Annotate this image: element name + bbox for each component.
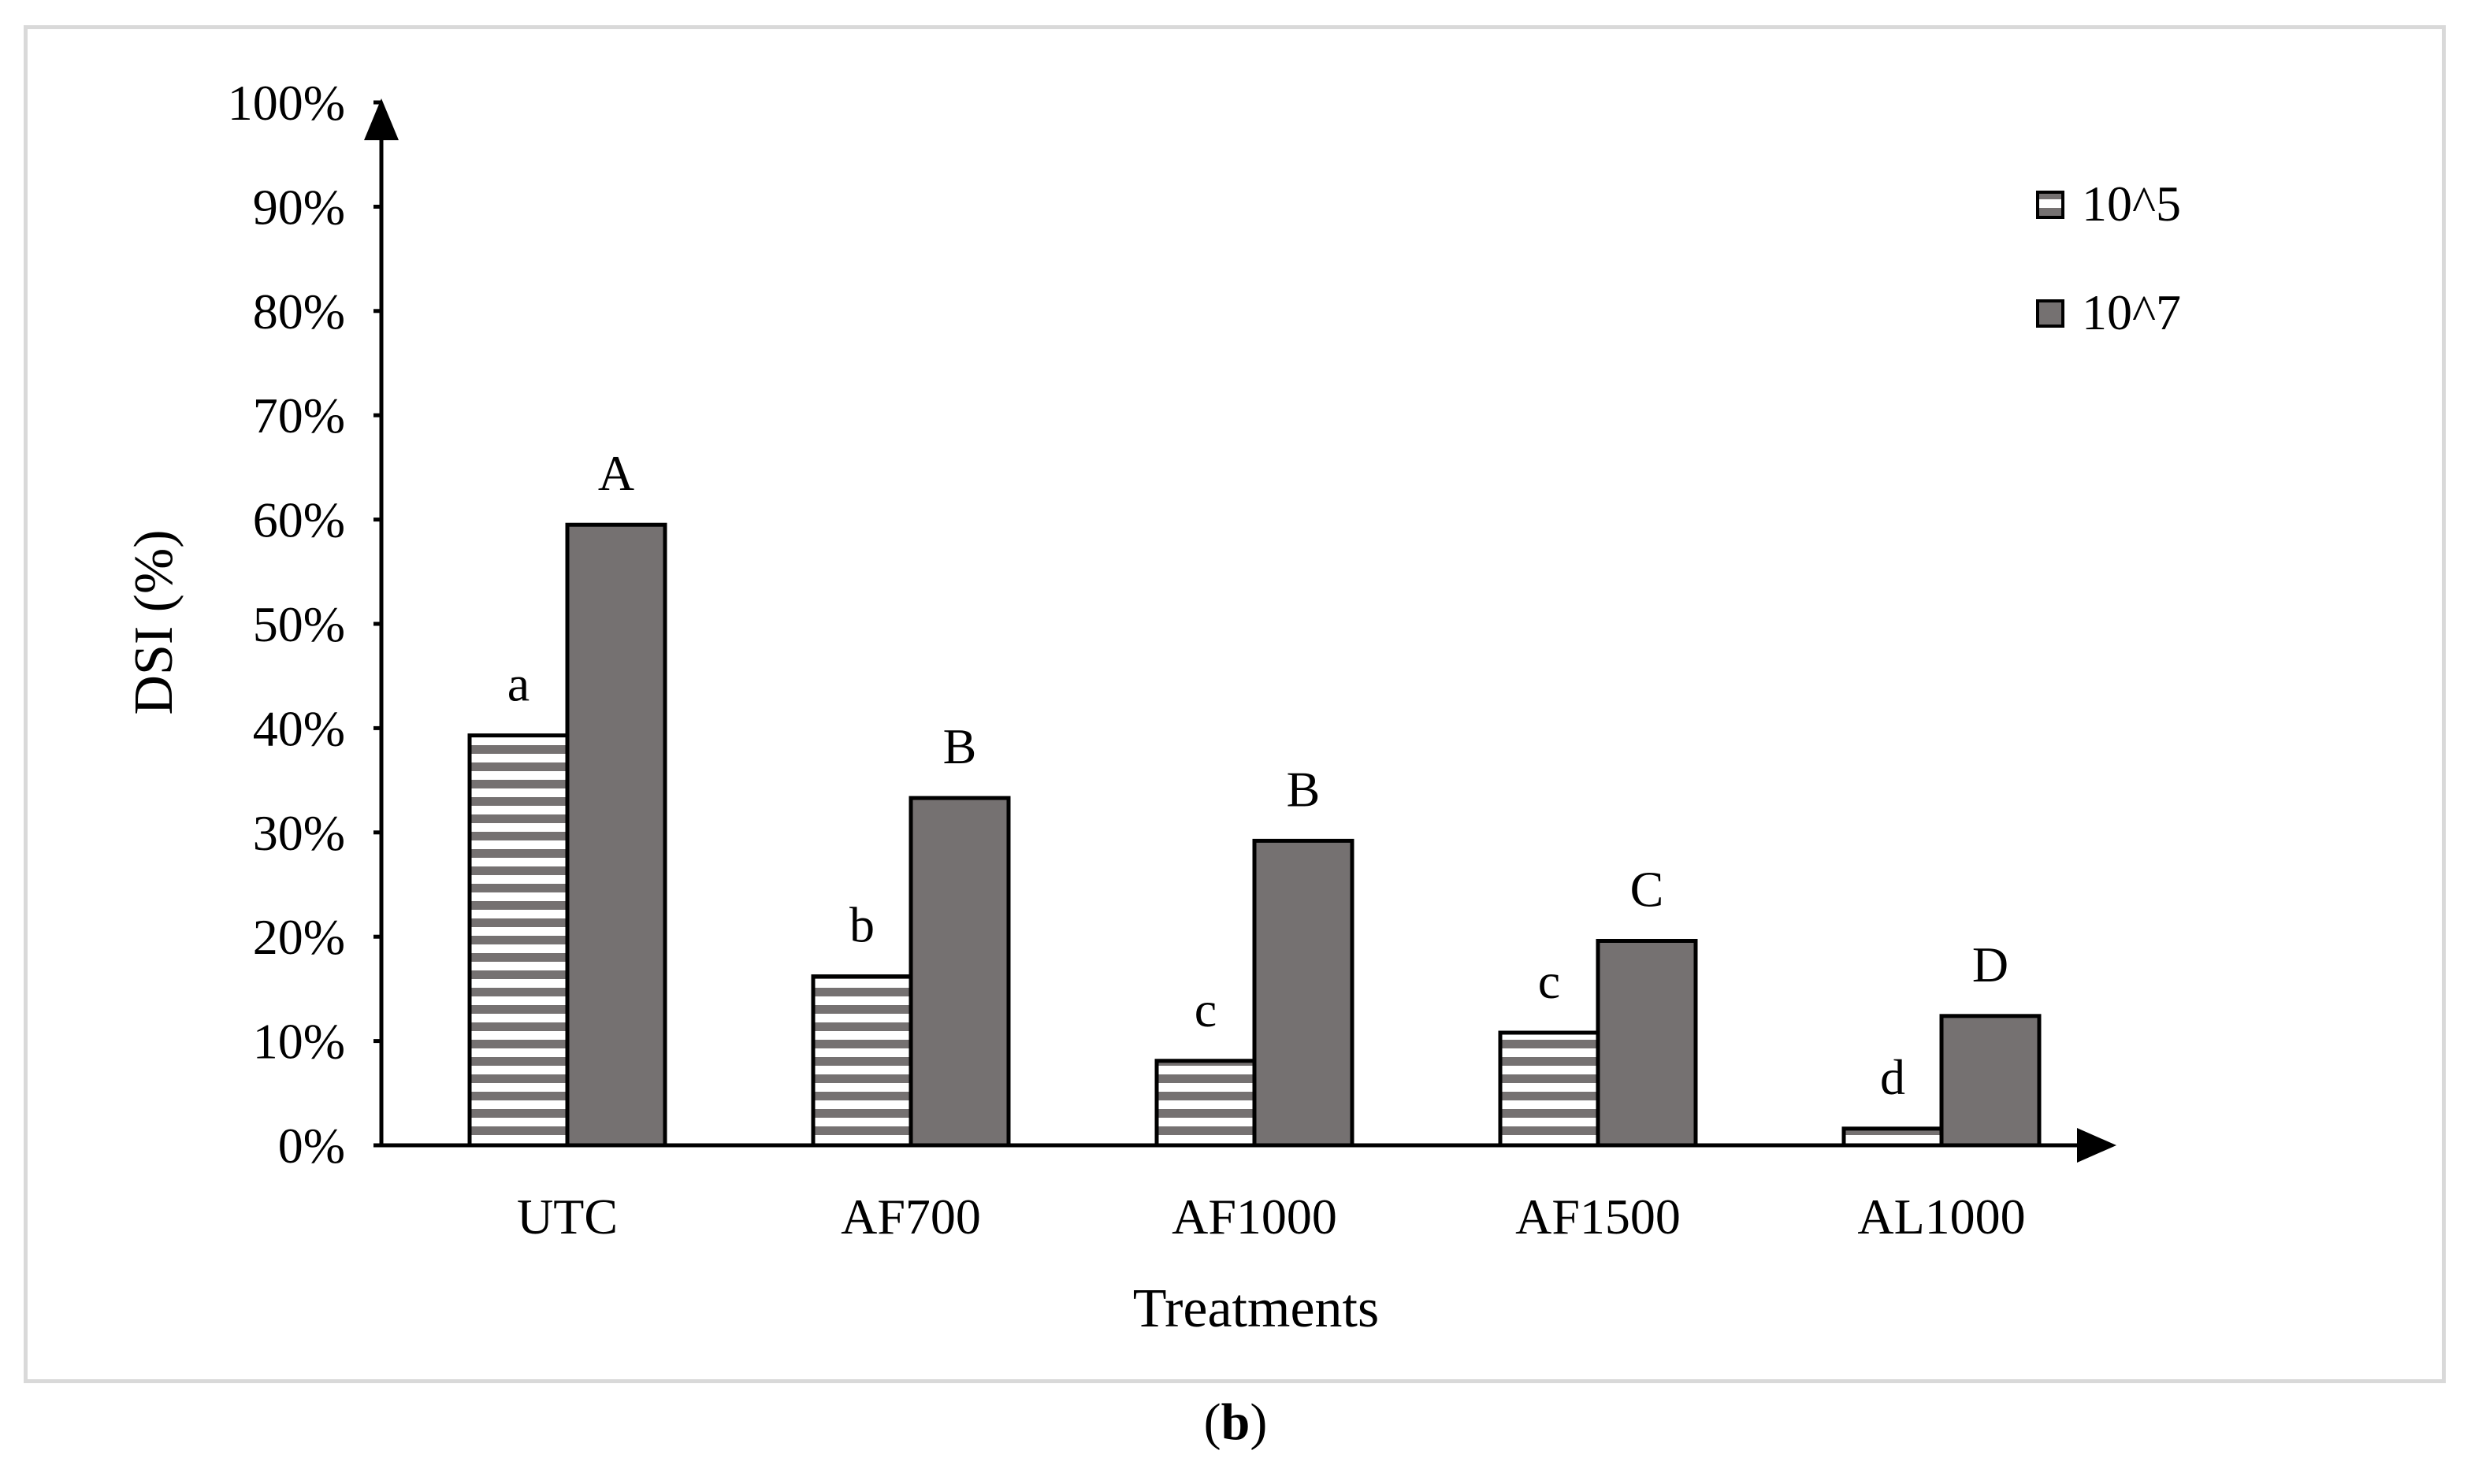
significance-letter: a [507,656,530,712]
figure-caption: (b) [0,1393,2471,1452]
y-tick-label: 10% [253,1014,345,1070]
bar-af1500-10-5 [1498,1030,1600,1148]
bar-al1000-10-7 [1939,1014,2042,1148]
bar-chart: 0% 10% 20% 30% 40% 50% 60% 70% 80% 90% 100% a Ab Bc B… [124,75,2181,1339]
y-tick-label: 100% [228,75,345,131]
significance-letter: C [1630,861,1664,917]
x-axis-title: Treatments [1133,1278,1379,1339]
x-tick-label-utc: UTC [517,1189,618,1245]
bar-af1000-10-5 [1154,1059,1257,1148]
y-axis-title: DSI (%) [124,529,184,714]
y-tick-label: 30% [253,805,345,861]
y-ticks: 0% 10% 20% 30% 40% 50% 60% 70% 80% 90% 100% [228,75,381,1174]
bar-af1000-10-7 [1252,838,1354,1148]
bar-af700-10-7 [909,796,1011,1148]
x-tick-label-af1500: AF1500 [1515,1189,1681,1245]
x-tick-label-af1000: AF1000 [1172,1189,1337,1245]
significance-letter: d [1880,1049,1905,1105]
y-tick-label: 80% [253,284,345,339]
significance-letter: A [598,445,634,501]
legend-label-10-7: 10^7 [2082,284,2181,340]
y-tick-label: 20% [253,909,345,965]
y-tick-label: 50% [253,596,345,652]
y-tick-label: 40% [253,700,345,756]
bar-utc-10-7 [565,522,667,1148]
significance-letter: B [943,718,977,774]
y-tick-label: 70% [253,388,345,443]
x-tick-label-af700: AF700 [841,1189,981,1245]
y-tick-label: 90% [253,179,345,235]
legend-swatch-10-5 [2036,191,2064,219]
bars: a Ab Bc Bc Cd D [467,445,2042,1148]
legend: 10^5 10^7 [2036,176,2181,340]
y-tick-label: 60% [253,492,345,548]
legend-swatch-10-7 [2036,299,2064,328]
x-tick-labels: UTC AF700 AF1000 AF1500 AL1000 [517,1189,2026,1245]
bar-al1000-10-5 [1841,1126,1944,1148]
significance-letter: D [1972,937,2008,992]
chart-frame [24,25,2446,1383]
bar-utc-10-5 [467,733,570,1148]
caption-label: b [1221,1393,1250,1451]
y-axis-arrow [364,98,399,140]
significance-letter: b [849,897,875,953]
significance-letter: c [1538,953,1560,1009]
legend-label-10-5: 10^5 [2082,176,2181,232]
bar-af700-10-5 [811,974,913,1148]
x-axis-arrow [2077,1128,2116,1163]
x-tick-label-al1000: AL1000 [1857,1189,2025,1245]
significance-letter: c [1195,981,1217,1037]
bar-af1500-10-7 [1596,938,1698,1148]
significance-letter: B [1287,761,1321,817]
caption-open: ( [1203,1393,1221,1451]
y-tick-label: 0% [278,1118,345,1174]
caption-close: ) [1250,1393,1268,1451]
